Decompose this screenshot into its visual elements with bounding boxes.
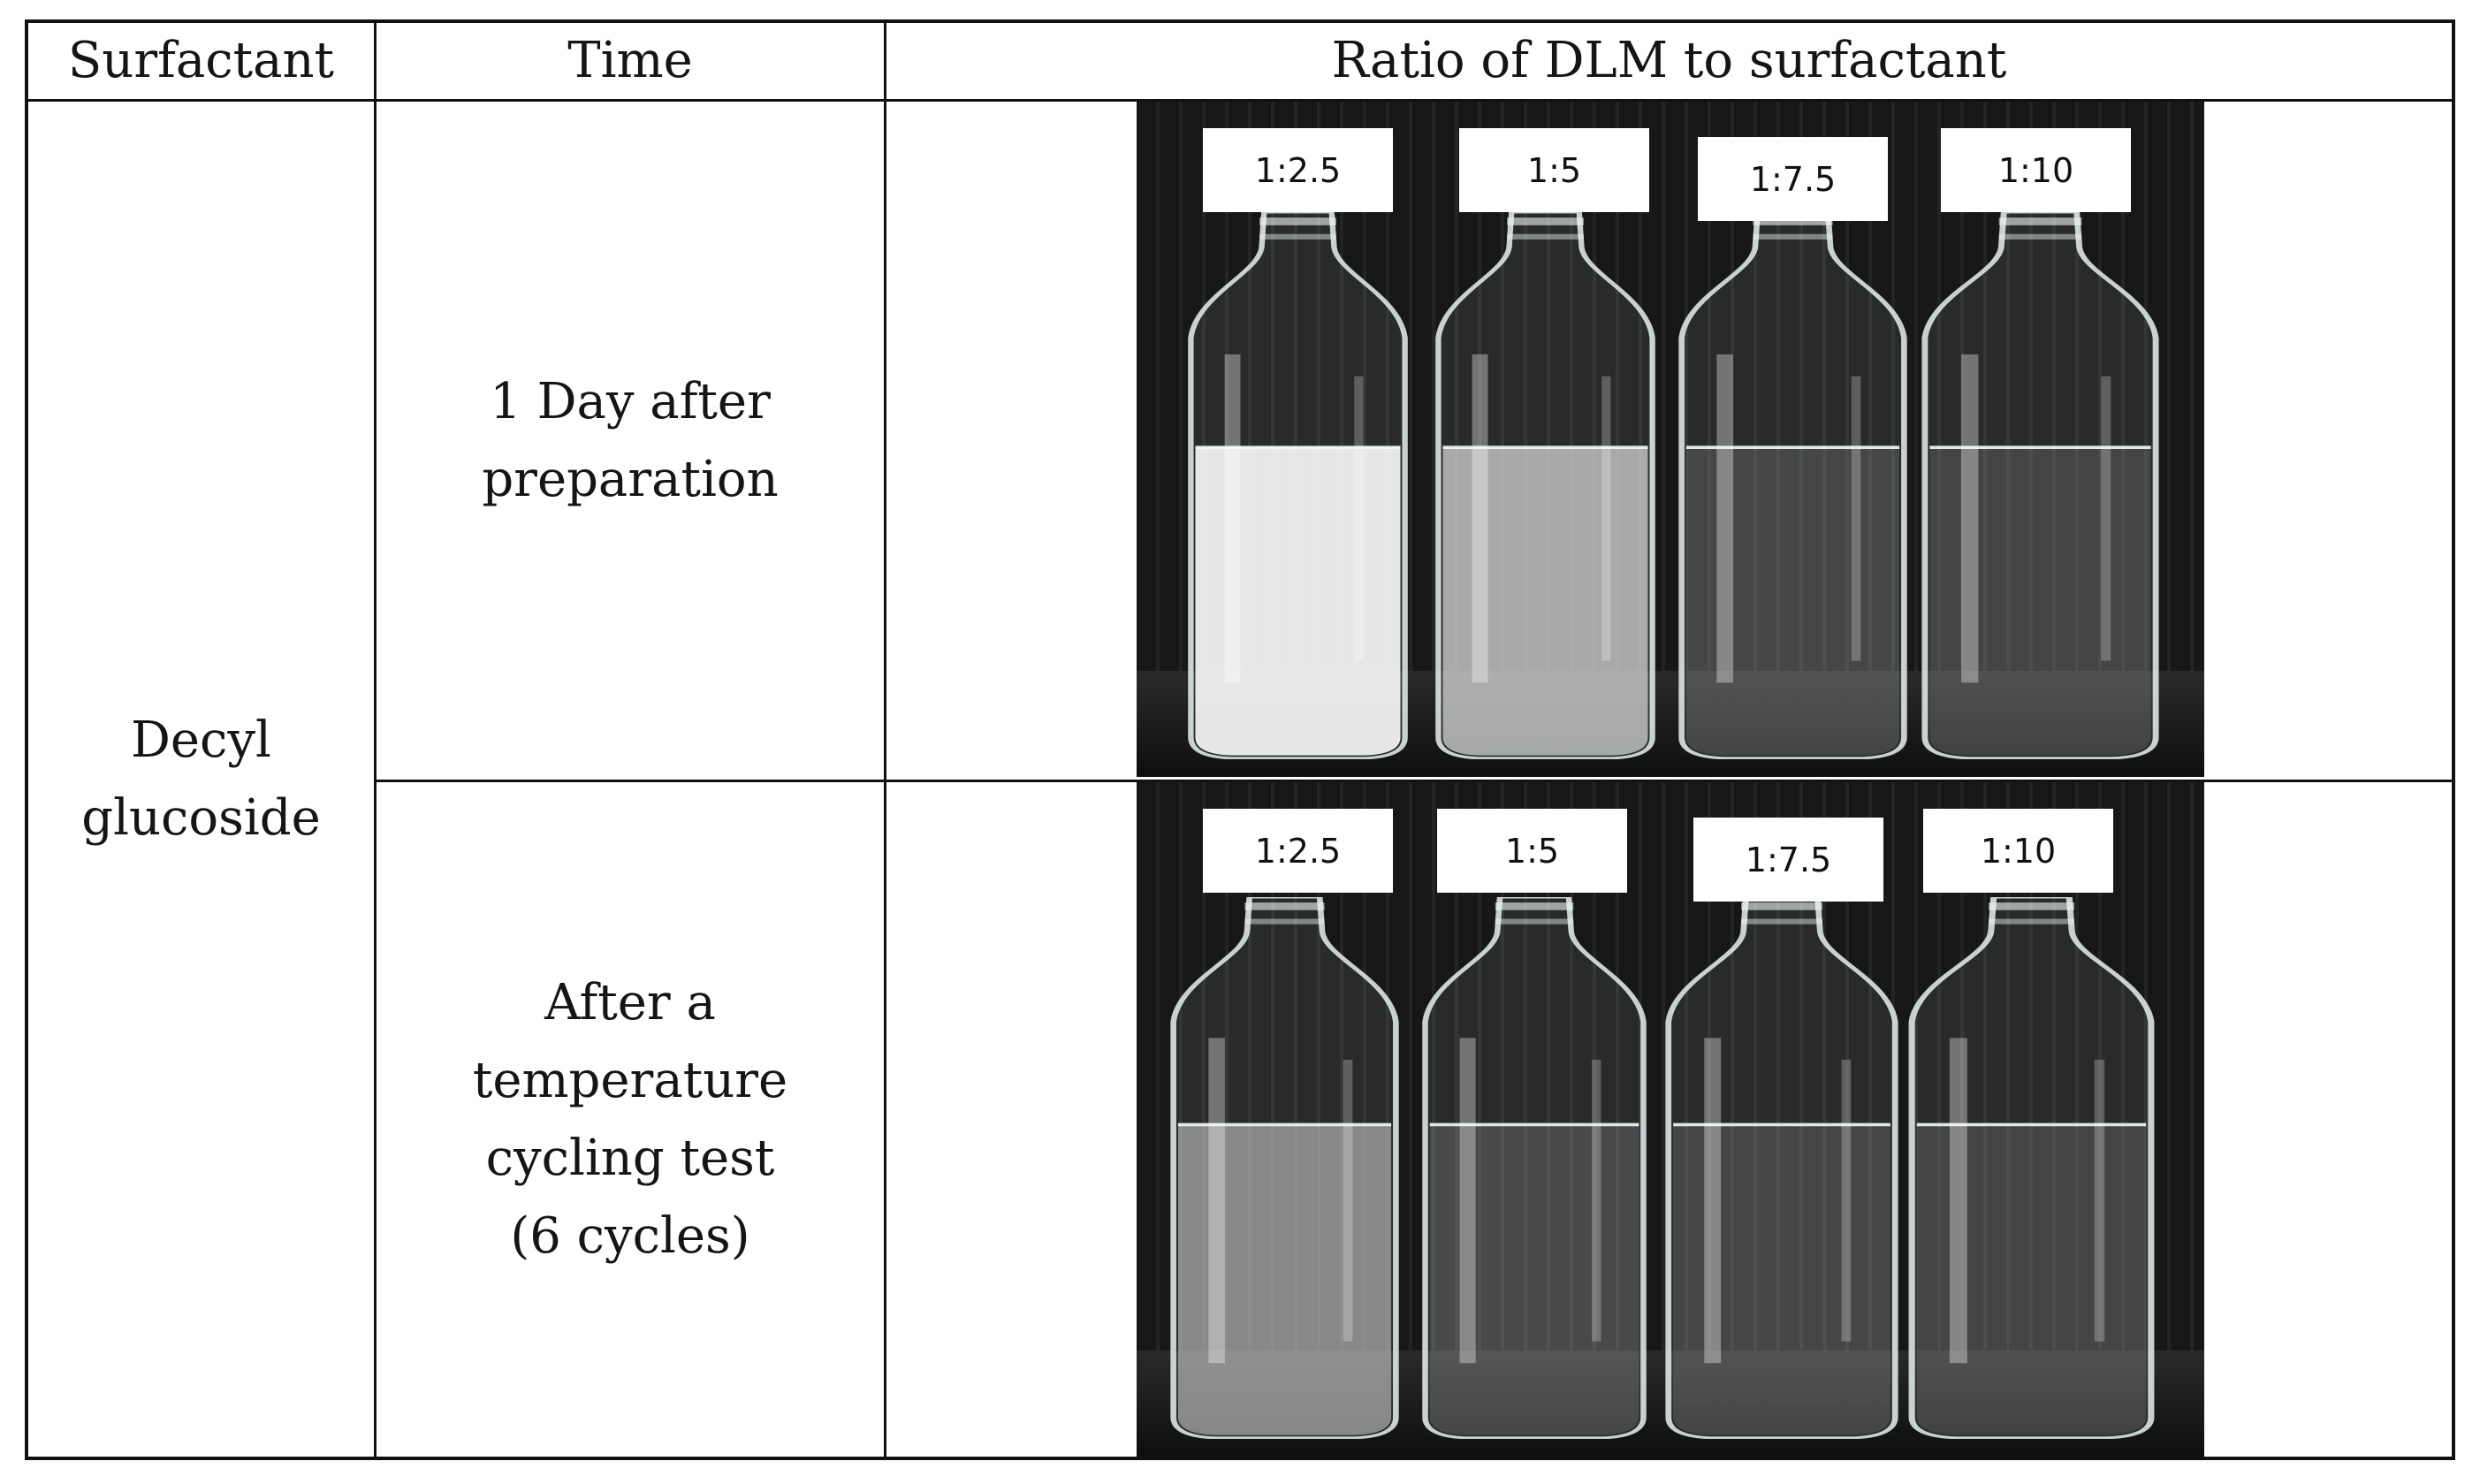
bottle-2 (1419, 897, 1649, 1439)
data-table (25, 19, 2455, 1460)
time-line: 1 Day after (490, 372, 771, 430)
time-line: temperature (472, 1051, 788, 1109)
surfactant-name-line-1: Decyl (131, 711, 271, 769)
header-ratio: Ratio of DLM to surfactant (1331, 32, 2007, 89)
row-divider (375, 780, 2455, 782)
header-divider (25, 99, 2455, 102)
ratio-label-2: 1:5 (1459, 128, 1649, 212)
time-line: (6 cycles) (510, 1206, 750, 1265)
time-line: preparation (482, 450, 779, 508)
bottle-3 (1676, 212, 1910, 759)
ratio-label-1: 1:2.5 (1203, 809, 1393, 893)
ratio-label-3: 1:7.5 (1698, 137, 1888, 221)
ratio-label-4: 1:10 (1923, 809, 2113, 893)
column-divider-1 (374, 19, 377, 1460)
bottle-3 (1662, 897, 1901, 1439)
time-cell-row-1: 1 Day after preparation (377, 102, 884, 780)
time-line: After a (544, 973, 716, 1031)
surfactant-name-line-2: glucoside (81, 788, 321, 847)
ratio-label-4: 1:10 (1941, 128, 2131, 212)
bottle-4 (1906, 897, 2157, 1439)
column-divider-2 (884, 19, 886, 1460)
bottle-1 (1168, 897, 1402, 1439)
ratio-label-2: 1:5 (1437, 809, 1627, 893)
surfactant-cell: Decyl glucoside (28, 102, 374, 1457)
bottles-photo-day1: 1:2.5 1:5 1:7.5 1:10 (1137, 102, 2204, 777)
header-surfactant: Surfactant (67, 32, 335, 89)
time-line: cycling test (485, 1129, 775, 1187)
bottles-photo-after-cycling: 1:2.5 1:5 1:7.5 1:10 (1137, 782, 2204, 1457)
bottle-4 (1919, 212, 2162, 759)
header-time: Time (567, 32, 693, 89)
time-cell-row-2: After a temperature cycling test (6 cycl… (377, 782, 884, 1457)
bottle-2 (1433, 212, 1658, 759)
ratio-label-1: 1:2.5 (1203, 128, 1393, 212)
ratio-label-3: 1:7.5 (1693, 818, 1883, 902)
bottle-1 (1185, 212, 1411, 759)
